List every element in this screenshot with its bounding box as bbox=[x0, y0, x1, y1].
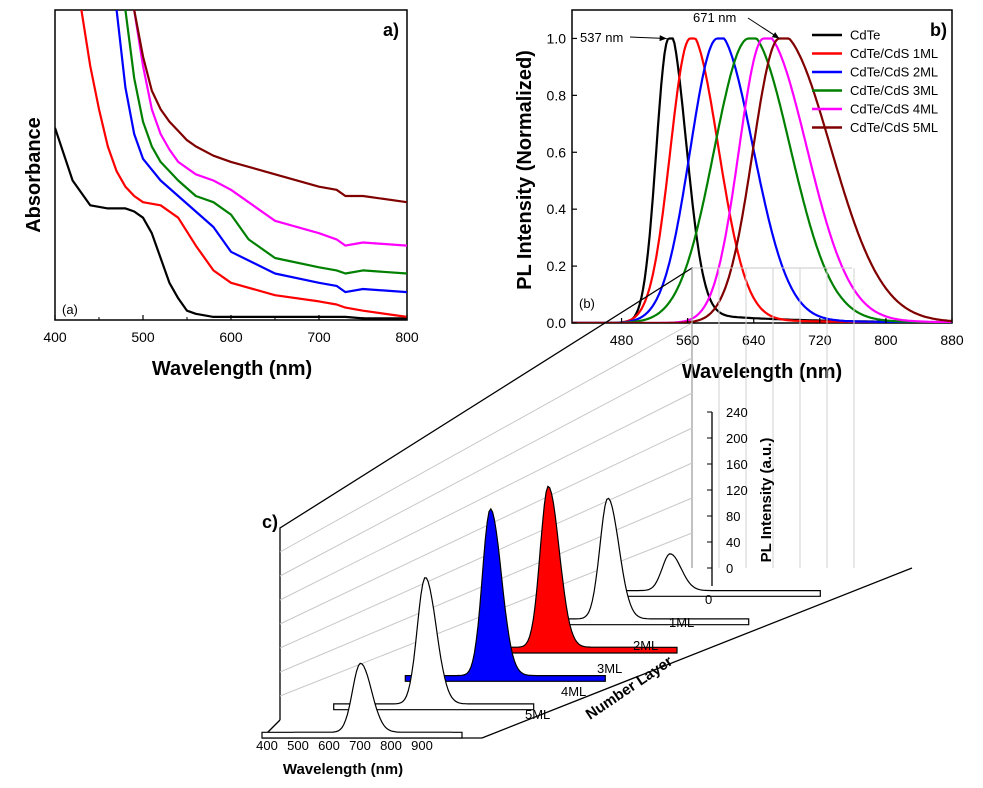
panel-b-xlabel: Wavelength (nm) bbox=[682, 361, 842, 383]
panel-a-xtick-label: 600 bbox=[219, 329, 243, 345]
panel-c-ticks: 400 500 600 700 800 900 0 40 80 120 160 200 240 0 1ML 2… bbox=[256, 405, 748, 753]
panel-c-layer-1ml bbox=[548, 497, 750, 626]
panel-c-xlabel: Wavelength (nm) bbox=[283, 761, 403, 778]
panel-a-label: a) bbox=[383, 20, 399, 40]
panel-a-ylabel: Absorbance bbox=[23, 117, 45, 233]
panel-a-xlabel: Wavelength (nm) bbox=[152, 358, 312, 380]
panel-c-xtick-label: 500 bbox=[287, 738, 309, 753]
panel-b-series-cdte-cds-2ml bbox=[572, 37, 952, 323]
panel-b-series-cdte-cds-3ml bbox=[572, 37, 952, 323]
annotation-537-label: 537 nm bbox=[580, 30, 623, 45]
panel-c-layers bbox=[261, 485, 821, 739]
panel-a-xtick-label: 700 bbox=[307, 329, 331, 345]
panel-c-xtick-label: 900 bbox=[411, 738, 433, 753]
panel-b-ticks: 480 560 640 720 800 880 0.0 0.2 0.4 0.6 0.8 1.0 bbox=[547, 30, 964, 348]
panel-c-xtick-label: 700 bbox=[349, 738, 371, 753]
panel-b-ytick-label: 1.0 bbox=[547, 30, 567, 46]
panel-a-x-ticks: 400 500 600 700 800 bbox=[43, 315, 419, 345]
panel-c-grid-line bbox=[279, 427, 693, 625]
legend-label-cdte-cds-5ml: CdTe/CdS 5ML bbox=[850, 120, 938, 135]
panel-c-grid-line bbox=[279, 357, 693, 577]
panel-b-xtick-label: 720 bbox=[808, 332, 832, 348]
legend-label-cdte-cds-1ml: CdTe/CdS 1ML bbox=[850, 46, 938, 61]
panel-c-floor-edge bbox=[481, 567, 913, 739]
panel-a-curves bbox=[55, 10, 407, 320]
panel-b-xtick-label: 880 bbox=[940, 332, 964, 348]
panel-b-legend: CdTe CdTe/CdS 1ML CdTe/CdS 2ML CdTe/CdS 3ML… bbox=[812, 28, 938, 135]
panel-a: 400 500 600 700 800 Wavelength (nm) Absorban… bbox=[23, 9, 419, 380]
panel-b: 480 560 640 720 800 880 0.0 0.2 0.4 0.6 0.8 1.0 CdT… bbox=[514, 9, 964, 383]
panel-b-label: b) bbox=[930, 20, 947, 40]
panel-c-grid-line bbox=[279, 322, 693, 553]
panel-c-ztick-label: 120 bbox=[726, 483, 748, 498]
legend-label-cdte-cds-2ml: CdTe/CdS 2ML bbox=[850, 65, 938, 80]
panel-b-series-cdte-cds-4ml bbox=[572, 37, 952, 323]
panel-a-inner-label: (a) bbox=[62, 302, 78, 317]
panel-a-series-cdte-cds-4ml bbox=[133, 10, 407, 247]
panel-c-ylabel: PL Intensity (a.u.) bbox=[758, 438, 775, 563]
panel-b-ylabel: PL Intensity (Normalized) bbox=[514, 50, 536, 290]
panel-c-layer-label-0: 0 bbox=[705, 592, 712, 607]
panel-c-layer-label-3ml: 3ML bbox=[597, 661, 622, 676]
panel-b-xtick-label: 560 bbox=[676, 332, 700, 348]
panel-c-ztick-label: 40 bbox=[726, 535, 740, 550]
panel-c-ztick-label: 0 bbox=[726, 561, 733, 576]
legend-label-cdte: CdTe bbox=[850, 28, 880, 43]
panel-c-layer-label-1ml: 1ML bbox=[669, 615, 694, 630]
panel-b-ytick-label: 0.8 bbox=[547, 87, 567, 103]
panel-b-ytick-label: 0.2 bbox=[547, 258, 567, 274]
panel-b-xtick-label: 640 bbox=[742, 332, 766, 348]
annotation-671-arrow bbox=[747, 17, 780, 39]
panel-c-layer-0 bbox=[619, 553, 821, 597]
panel-b-series-cdte-cds-5ml bbox=[572, 37, 952, 323]
panel-c-grid-line bbox=[279, 392, 693, 601]
panel-a-series-cdte-cds-5ml bbox=[133, 10, 407, 204]
annotation-537-arrow bbox=[629, 35, 667, 42]
annotation-671-label: 671 nm bbox=[693, 10, 736, 25]
panel-b-frame bbox=[571, 9, 953, 324]
panel-a-series-cdte-cds-3ml bbox=[124, 10, 407, 275]
panel-c-ztick-label: 160 bbox=[726, 457, 748, 472]
panel-a-xtick-label: 800 bbox=[395, 329, 419, 345]
panel-c-xtick-label: 600 bbox=[318, 738, 340, 753]
panel-a-frame bbox=[54, 9, 408, 321]
panel-b-inner-label: (b) bbox=[579, 296, 595, 311]
legend-label-cdte-cds-4ml: CdTe/CdS 4ML bbox=[850, 102, 938, 117]
panel-c-xtick-label: 800 bbox=[380, 738, 402, 753]
panel-a-series-cdte bbox=[55, 127, 407, 320]
panel-b-ytick-label: 0.4 bbox=[547, 201, 567, 217]
panel-b-ytick-label: 0.0 bbox=[547, 315, 567, 331]
panel-b-annotations: 537 nm 671 nm bbox=[580, 10, 780, 45]
panel-c-layer-label-4ml: 4ML bbox=[561, 684, 586, 699]
panel-c-ztick-label: 80 bbox=[726, 509, 740, 524]
panel-c-xtick-label: 400 bbox=[256, 738, 278, 753]
panel-c-ztick-label: 200 bbox=[726, 431, 748, 446]
panel-a-series-cdte-cds-1ml bbox=[80, 10, 407, 318]
panel-b-curves bbox=[572, 37, 952, 323]
panel-b-xtick-label: 800 bbox=[874, 332, 898, 348]
panel-c-layer-5ml bbox=[261, 662, 463, 739]
panel-c-layer-label-5ml: 5ML bbox=[525, 707, 550, 722]
panel-b-xtick-label: 480 bbox=[610, 332, 634, 348]
panel-b-ytick-label: 0.6 bbox=[547, 144, 567, 160]
panel-b-series-cdte-cds-1ml bbox=[572, 37, 952, 323]
panel-a-series-cdte-cds-2ml bbox=[115, 10, 407, 294]
panel-a-xtick-label: 400 bbox=[43, 329, 67, 345]
panel-c-ztick-label: 240 bbox=[726, 405, 748, 420]
panel-c-layer-label-2ml: 2ML bbox=[633, 638, 658, 653]
panel-b-series-cdte bbox=[572, 37, 952, 323]
panel-c-label: c) bbox=[262, 512, 278, 532]
panel-a-xtick-label: 500 bbox=[131, 329, 155, 345]
legend-label-cdte-cds-3ml: CdTe/CdS 3ML bbox=[850, 83, 938, 98]
